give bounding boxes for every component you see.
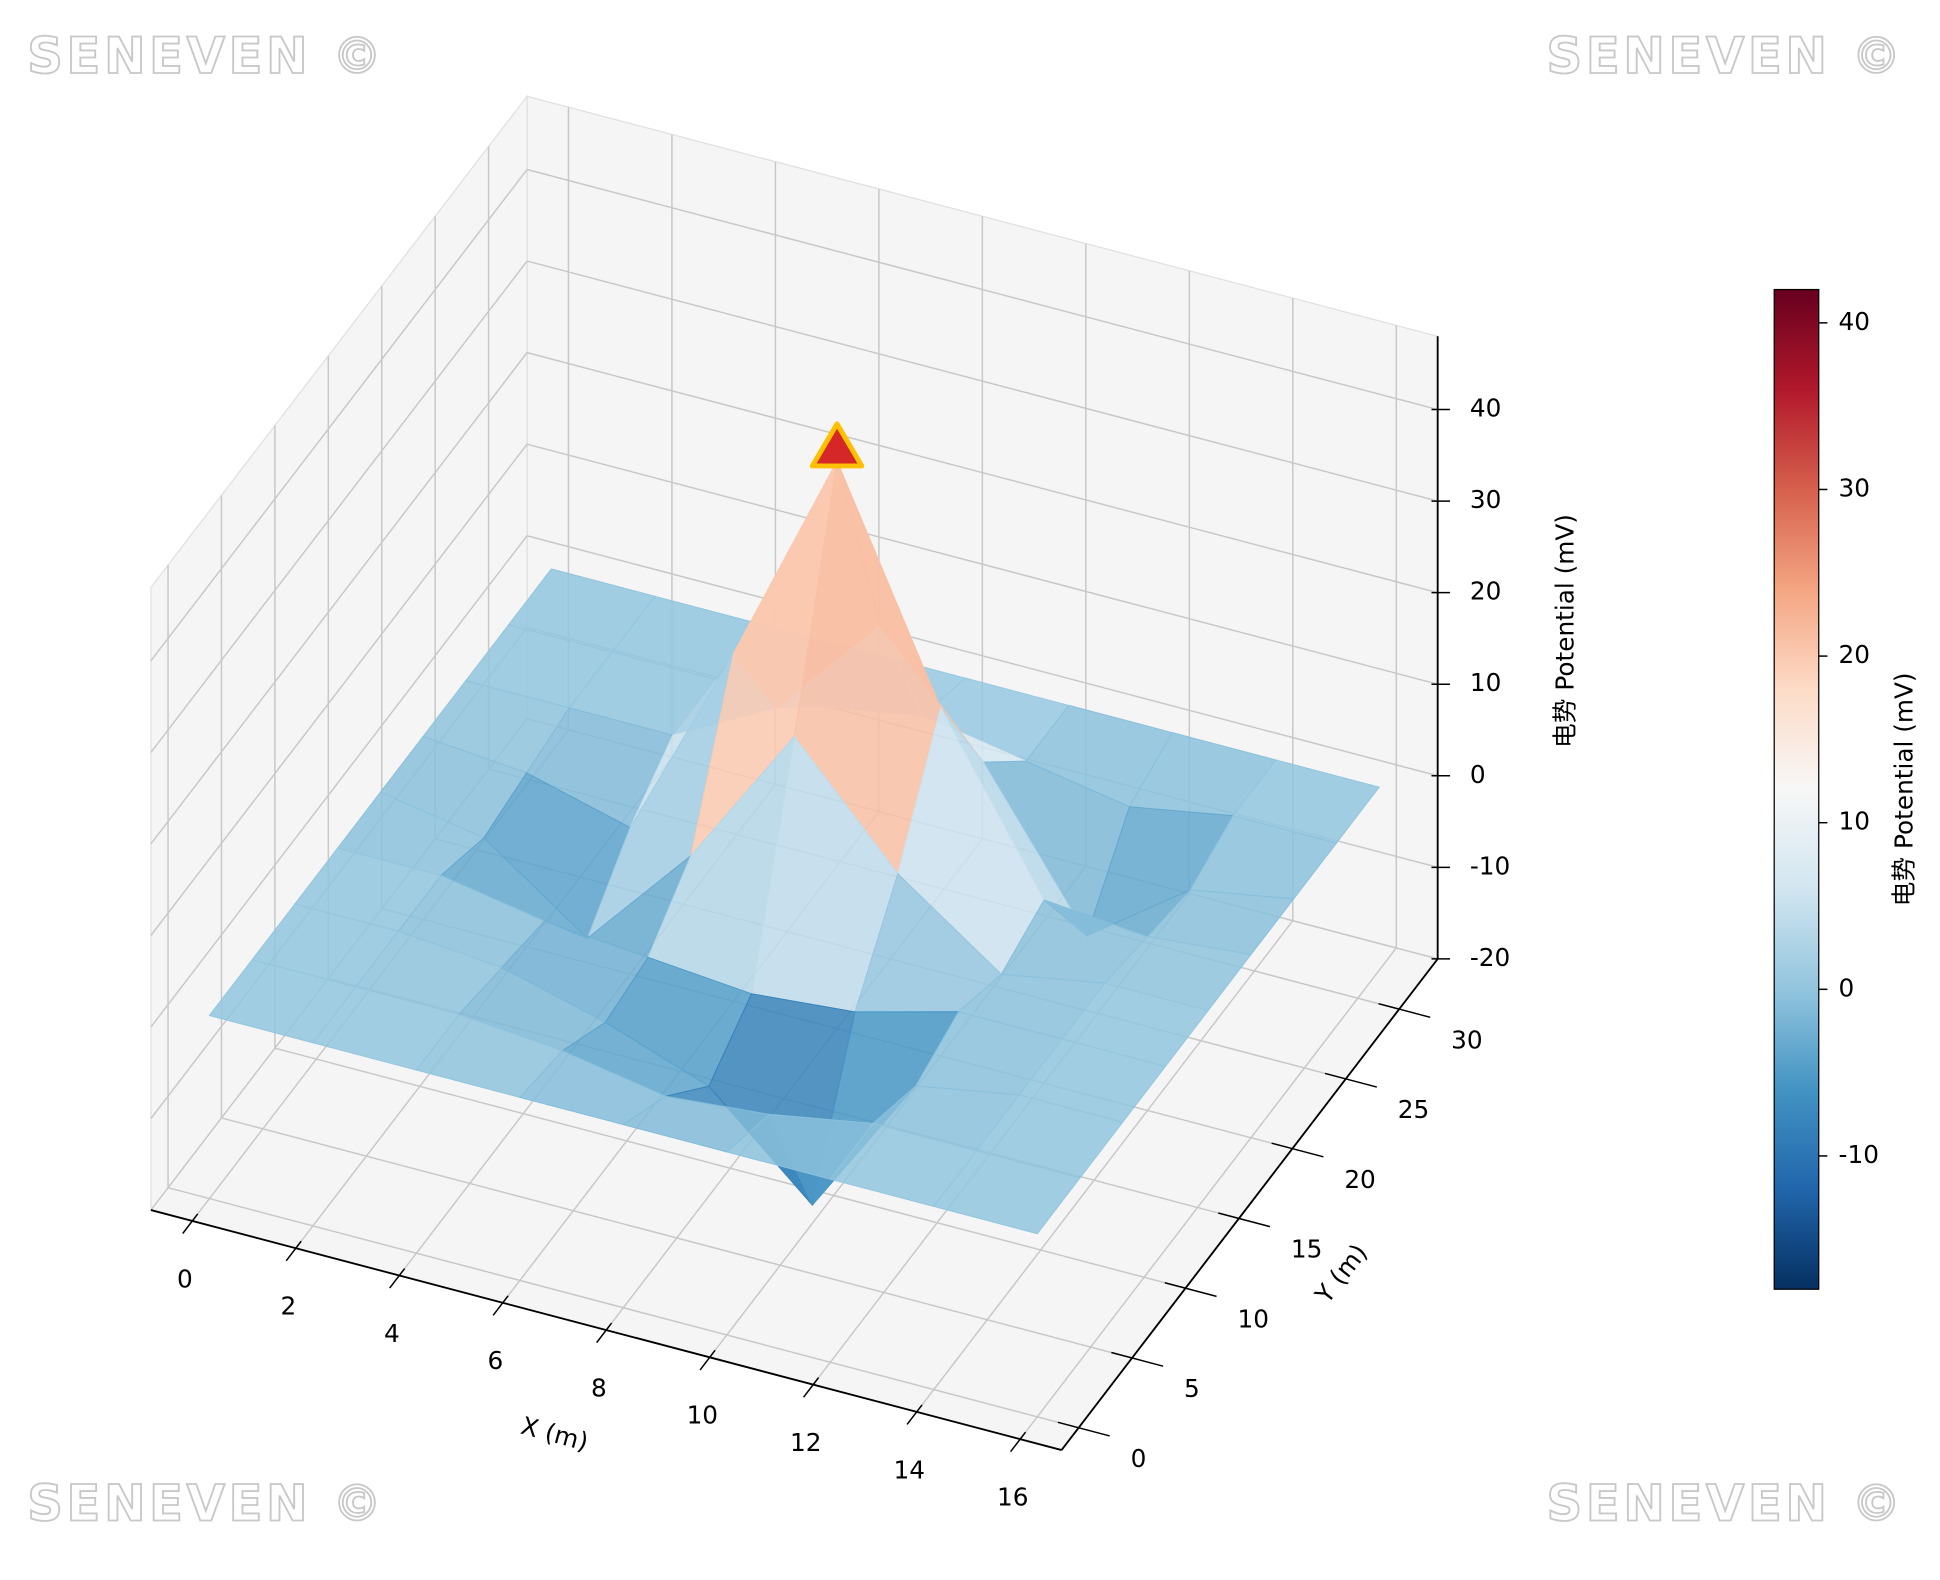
- tick-mark: [1057, 1421, 1110, 1437]
- y-tick-label: 0: [1131, 1444, 1147, 1473]
- watermark: SENEVEN ©: [27, 1474, 385, 1532]
- grid-line: [150, 535, 528, 1028]
- colorbar-tick-label: 40: [1839, 307, 1870, 336]
- tick-mark: [389, 1268, 406, 1289]
- grid-line: [526, 351, 1438, 594]
- watermark: SENEVEN ©: [1547, 27, 1905, 85]
- colorbar-tick-label: 0: [1839, 973, 1855, 1002]
- colorbar-label: 电势 Potential (mV): [1889, 672, 1918, 906]
- colorbar-tick-label: 10: [1839, 807, 1870, 836]
- grid-line: [526, 260, 1438, 502]
- tick-mark: [906, 1404, 923, 1425]
- tick-mark: [492, 1295, 509, 1316]
- surface: [208, 459, 1381, 1235]
- tick-mark: [285, 1240, 302, 1262]
- x-tick-label: 6: [487, 1346, 503, 1375]
- grid-line: [526, 535, 1438, 777]
- x-tick-label: 2: [281, 1292, 297, 1321]
- y-tick-label: 15: [1291, 1235, 1322, 1264]
- x-tick-label: 12: [790, 1428, 821, 1457]
- tick-mark: [596, 1322, 613, 1344]
- y-tick-label: 10: [1237, 1304, 1268, 1333]
- colorbar-tick-label: -10: [1839, 1140, 1879, 1169]
- colorbar: [1773, 288, 1820, 1290]
- x-axis-label: X (m): [518, 1411, 591, 1457]
- z-tick-label: 20: [1470, 577, 1501, 606]
- grid-line: [150, 443, 528, 936]
- tick-mark: [1218, 1212, 1271, 1228]
- axes: 0 2 4 6 8 10 12 14 16 0 5 10 15 20 25 30 -20 -10 0 10 20 30 40: [150, 336, 1510, 1512]
- x-tick-label: 8: [591, 1373, 607, 1402]
- y-tick-label: 30: [1451, 1025, 1482, 1054]
- tick-mark: [803, 1377, 820, 1398]
- colorbar-tick-label: 20: [1839, 640, 1870, 669]
- grid-line: [221, 1117, 1133, 1359]
- tick-mark: [1009, 1431, 1027, 1453]
- tick-mark: [1164, 1282, 1217, 1298]
- x-tick-label: 0: [177, 1264, 193, 1293]
- grid-line: [150, 169, 528, 662]
- watermark: SENEVEN ©: [1547, 1474, 1905, 1532]
- x-tick-label: 14: [894, 1455, 925, 1484]
- grid-line: [526, 443, 1438, 685]
- axis-line: [1060, 958, 1439, 1451]
- grid-line: [526, 168, 1438, 411]
- grid-line: [274, 1047, 1186, 1289]
- surface-patch: [932, 1150, 1081, 1235]
- z-tick-label: -20: [1470, 943, 1510, 972]
- z-tick-label: -10: [1470, 851, 1510, 880]
- grid-line: [150, 352, 528, 845]
- z-tick-label: 40: [1470, 394, 1501, 423]
- z-tick-label: 0: [1470, 760, 1486, 789]
- y-tick-label: 25: [1398, 1095, 1429, 1124]
- z-axis-label: 电势 Potential (mV): [1550, 514, 1579, 748]
- tick-mark: [1271, 1142, 1324, 1158]
- x-tick-label: 4: [384, 1319, 400, 1348]
- tick-mark: [182, 1213, 199, 1234]
- grid-line: [167, 1187, 1079, 1429]
- colorbar-tick-label: 30: [1839, 473, 1870, 502]
- tick-mark: [699, 1349, 716, 1371]
- grid-line: [1019, 947, 1397, 1440]
- z-tick-label: 10: [1470, 668, 1501, 697]
- y-tick-label: 20: [1344, 1165, 1375, 1194]
- x-tick-label: 16: [997, 1483, 1028, 1512]
- z-tick-label: 30: [1470, 485, 1501, 514]
- y-tick-label: 5: [1184, 1374, 1200, 1403]
- grid-line: [150, 260, 528, 753]
- watermark: SENEVEN ©: [27, 27, 385, 85]
- tick-mark: [1111, 1351, 1164, 1367]
- x-tick-label: 10: [687, 1401, 718, 1430]
- peak-marker: [809, 421, 865, 469]
- axis-line: [150, 1209, 1062, 1451]
- grid-line: [916, 920, 1294, 1413]
- tick-mark: [1324, 1072, 1378, 1088]
- tick-mark: [1378, 1002, 1431, 1019]
